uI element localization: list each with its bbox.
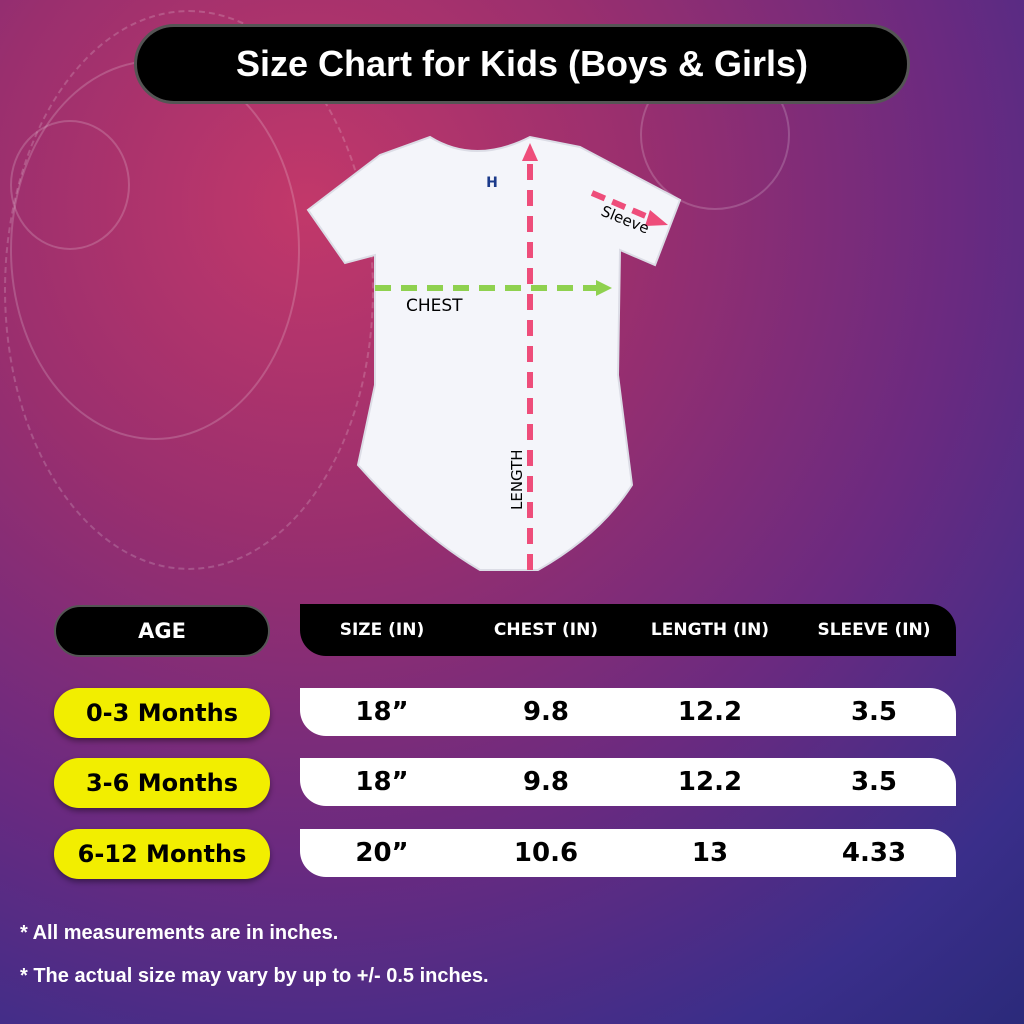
logo: H <box>486 175 498 191</box>
decorative-ring <box>4 10 374 570</box>
header-size: SIZE (IN) <box>339 620 425 640</box>
age-label: 6-12 Months <box>54 829 270 879</box>
cell-chest: 9.8 <box>522 767 570 797</box>
age-label: 3-6 Months <box>54 758 270 808</box>
cell-length: 12.2 <box>677 767 743 797</box>
cell-size: 20” <box>355 838 409 868</box>
age-header: AGE <box>54 605 270 657</box>
onesie-diagram: H CHEST LENGTH Sleeve <box>306 135 682 571</box>
cell-length: 12.2 <box>677 697 743 727</box>
chest-arrowhead <box>596 280 612 296</box>
chest-label: CHEST <box>406 296 463 316</box>
cell-chest: 9.8 <box>522 697 570 727</box>
cell-sleeve: 3.5 <box>850 767 898 797</box>
page-title: Size Chart for Kids (Boys & Girls) <box>134 24 910 104</box>
cell-sleeve: 3.5 <box>850 697 898 727</box>
sleeve-arrow <box>590 190 657 223</box>
header-sleeve: SLEEVE (IN) <box>817 620 931 640</box>
table-row: 18” 9.8 12.2 3.5 <box>300 688 956 736</box>
sleeve-arrowhead <box>645 210 668 226</box>
note-units: * All measurements are in inches. <box>20 922 339 944</box>
note-tolerance: * The actual size may vary by up to +/- … <box>20 965 489 987</box>
cell-size: 18” <box>355 767 409 797</box>
table-row: 18” 9.8 12.2 3.5 <box>300 758 956 806</box>
onesie-shape <box>306 135 682 571</box>
cell-chest: 10.6 <box>513 838 579 868</box>
header-length: LENGTH (IN) <box>650 620 770 640</box>
table-header: SIZE (IN) CHEST (IN) LENGTH (IN) SLEEVE … <box>300 604 956 656</box>
length-label: LENGTH <box>508 449 526 510</box>
header-chest: CHEST (IN) <box>493 620 599 640</box>
cell-length: 13 <box>691 838 729 868</box>
cell-size: 18” <box>355 697 409 727</box>
age-label: 0-3 Months <box>54 688 270 738</box>
length-arrowhead <box>522 143 538 161</box>
cell-sleeve: 4.33 <box>841 838 907 868</box>
table-row: 20” 10.6 13 4.33 <box>300 829 956 877</box>
